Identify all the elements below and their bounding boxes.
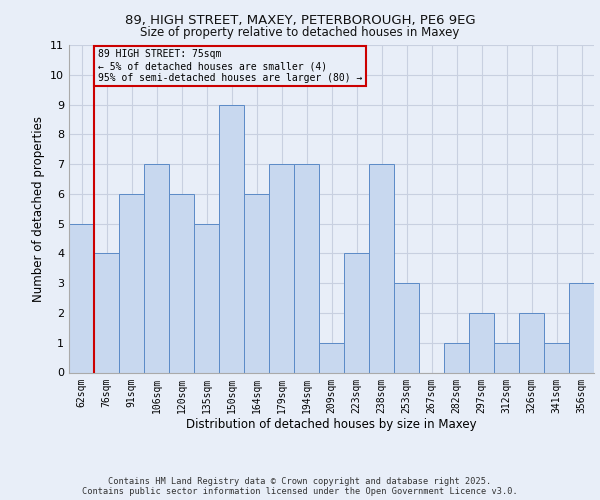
Bar bbox=[469, 313, 494, 372]
Bar bbox=[319, 342, 344, 372]
Bar bbox=[244, 194, 269, 372]
Bar bbox=[69, 224, 94, 372]
Bar bbox=[494, 342, 519, 372]
Bar bbox=[144, 164, 169, 372]
Y-axis label: Number of detached properties: Number of detached properties bbox=[32, 116, 44, 302]
Bar bbox=[394, 283, 419, 372]
Bar bbox=[194, 224, 219, 372]
Bar bbox=[369, 164, 394, 372]
Text: Contains HM Land Registry data © Crown copyright and database right 2025.
Contai: Contains HM Land Registry data © Crown c… bbox=[82, 476, 518, 496]
Text: 89, HIGH STREET, MAXEY, PETERBOROUGH, PE6 9EG: 89, HIGH STREET, MAXEY, PETERBOROUGH, PE… bbox=[125, 14, 475, 27]
Bar bbox=[219, 104, 244, 372]
Bar bbox=[269, 164, 294, 372]
Bar bbox=[444, 342, 469, 372]
Bar bbox=[569, 283, 594, 372]
Text: 89 HIGH STREET: 75sqm
← 5% of detached houses are smaller (4)
95% of semi-detach: 89 HIGH STREET: 75sqm ← 5% of detached h… bbox=[98, 50, 362, 82]
Bar bbox=[94, 254, 119, 372]
X-axis label: Distribution of detached houses by size in Maxey: Distribution of detached houses by size … bbox=[186, 418, 477, 431]
Bar bbox=[294, 164, 319, 372]
Bar bbox=[169, 194, 194, 372]
Bar bbox=[519, 313, 544, 372]
Bar bbox=[544, 342, 569, 372]
Text: Size of property relative to detached houses in Maxey: Size of property relative to detached ho… bbox=[140, 26, 460, 39]
Bar bbox=[344, 254, 369, 372]
Bar bbox=[119, 194, 144, 372]
